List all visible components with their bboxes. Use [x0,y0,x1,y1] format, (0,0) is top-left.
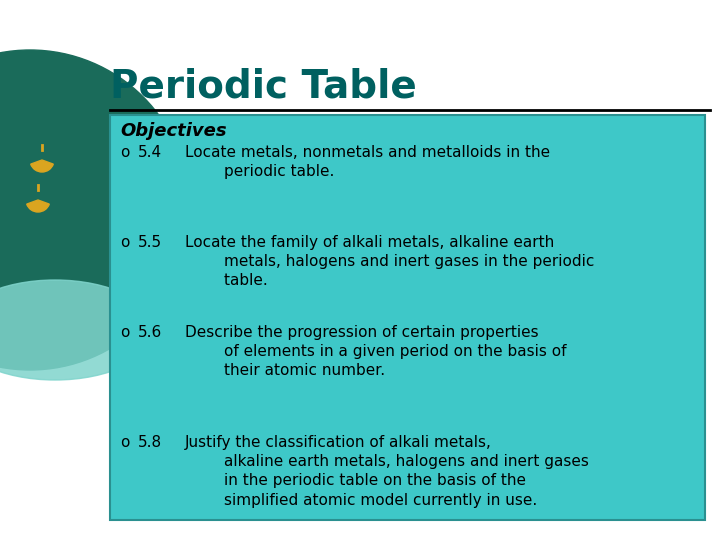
Text: Justify the classification of alkali metals,
        alkaline earth metals, halo: Justify the classification of alkali met… [185,435,589,508]
Text: o: o [120,325,130,340]
Text: o: o [120,235,130,250]
Text: 5.6: 5.6 [138,325,162,340]
Text: 5.8: 5.8 [138,435,162,450]
Text: Describe the progression of certain properties
        of elements in a given pe: Describe the progression of certain prop… [185,325,567,379]
Wedge shape [31,160,53,172]
Ellipse shape [0,280,155,380]
Text: Objectives: Objectives [120,122,227,140]
Text: o: o [120,435,130,450]
Circle shape [0,50,190,370]
Text: o: o [120,145,130,160]
Text: 5.4: 5.4 [138,145,162,160]
Text: Locate metals, nonmetals and metalloids in the
        periodic table.: Locate metals, nonmetals and metalloids … [185,145,550,179]
Wedge shape [27,200,49,212]
Text: Periodic Table: Periodic Table [110,67,417,105]
Text: Locate the family of alkali metals, alkaline earth
        metals, halogens and : Locate the family of alkali metals, alka… [185,235,595,288]
FancyBboxPatch shape [110,115,705,520]
Text: 5.5: 5.5 [138,235,162,250]
